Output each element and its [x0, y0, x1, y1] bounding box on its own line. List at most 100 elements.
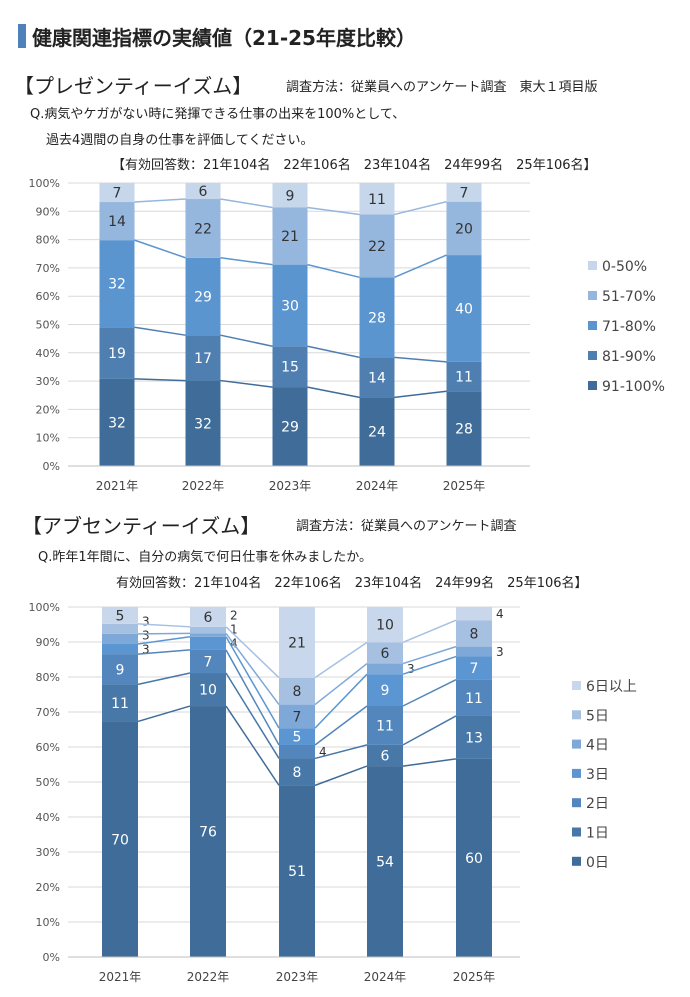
series-line	[137, 705, 191, 723]
data-label: 17	[194, 351, 212, 367]
series-line	[137, 623, 191, 628]
data-label: 54	[376, 855, 394, 871]
x-tick-label: 2023年	[276, 970, 319, 984]
series-line	[394, 254, 447, 279]
bar-segment	[190, 607, 226, 627]
legend-label: 91-100%	[602, 379, 665, 395]
data-label: 6	[199, 184, 208, 200]
x-tick-label: 2022年	[187, 970, 230, 984]
x-tick-label: 2025年	[443, 479, 486, 493]
y-tick-label: 50%	[36, 319, 60, 332]
data-label: 21	[281, 229, 299, 245]
bar-segment	[446, 361, 482, 392]
series-line	[314, 744, 368, 760]
bar-segment	[99, 240, 135, 328]
series-line	[402, 678, 457, 707]
series-line	[314, 641, 368, 679]
data-label: 7	[204, 655, 213, 671]
x-tick-label: 2024年	[364, 970, 407, 984]
y-tick-label: 60%	[36, 290, 60, 303]
bar-segment	[456, 715, 492, 759]
bar-segment	[367, 607, 403, 643]
series-line	[137, 672, 191, 686]
legend-label: 2日	[586, 796, 609, 812]
bar-segment	[99, 327, 135, 379]
y-tick-label: 10%	[36, 916, 60, 929]
data-label: 19	[108, 346, 126, 362]
data-label: 3	[407, 662, 415, 676]
series-line	[225, 636, 280, 729]
data-label: 5	[293, 730, 302, 746]
series-line	[314, 705, 368, 746]
bar-segment	[456, 646, 492, 657]
data-label: 15	[281, 360, 299, 376]
bar-segment	[185, 183, 221, 200]
series-line	[307, 206, 360, 216]
data-label: 21	[288, 635, 306, 651]
legend-label: 81-90%	[602, 349, 656, 365]
data-label: 40	[455, 302, 473, 318]
series-line	[394, 356, 447, 363]
data-label: 11	[465, 691, 483, 707]
bar-segment	[190, 673, 226, 707]
y-tick-label: 70%	[36, 262, 60, 275]
data-label: 9	[286, 188, 295, 204]
absenteeism-respondents: 有効回答数：21年104名 22年106名 23年104名 24年99名 25年…	[116, 576, 588, 591]
series-line	[402, 655, 457, 675]
x-tick-label: 2024年	[356, 479, 399, 493]
data-label: 2	[230, 609, 238, 623]
bar-segment	[367, 766, 403, 957]
bar-segment	[102, 684, 138, 722]
bar-segment	[456, 620, 492, 647]
data-label: 6	[381, 749, 390, 765]
bar-segment	[446, 183, 482, 202]
series-line	[307, 386, 360, 399]
legend-swatch	[588, 381, 597, 390]
bar-segment	[102, 633, 138, 645]
y-tick-label: 20%	[36, 403, 60, 416]
bar-segment	[185, 335, 221, 381]
data-label: 11	[376, 718, 394, 734]
bar-segment	[279, 785, 315, 957]
bar-segment	[102, 721, 138, 957]
series-line	[225, 626, 280, 679]
bar-segment	[185, 199, 221, 258]
data-label: 20	[455, 221, 473, 237]
presenteeism-heading: 【プレゼンティーイズム】	[14, 74, 253, 98]
data-label: 32	[108, 416, 126, 432]
legend-swatch	[588, 321, 597, 330]
data-label: 8	[293, 684, 302, 700]
bar-segment	[99, 202, 135, 241]
series-line	[225, 672, 280, 759]
data-label: 14	[108, 214, 126, 230]
bar-segment	[190, 633, 226, 637]
legend-swatch	[588, 261, 597, 270]
bar-segment	[367, 642, 403, 664]
data-label: 14	[368, 370, 386, 386]
bar-segment	[279, 758, 315, 786]
y-tick-label: 90%	[36, 205, 60, 218]
data-label: 29	[194, 290, 212, 306]
data-label: 22	[194, 221, 212, 237]
series-line	[402, 619, 457, 644]
bar-segment	[367, 705, 403, 745]
series-line	[394, 200, 447, 216]
series-line	[134, 378, 186, 382]
series-line	[394, 390, 447, 399]
presenteeism-method: 調査方法：従業員へのアンケート調査 東大１項目版	[286, 80, 598, 95]
x-tick-label: 2023年	[269, 479, 312, 493]
legend-swatch	[588, 291, 597, 300]
legend-label: 3日	[586, 767, 609, 783]
data-label: 1	[230, 623, 238, 637]
series-line	[220, 257, 273, 266]
bar-segment	[102, 654, 138, 685]
bar-segment	[367, 663, 403, 675]
bar-segment	[190, 626, 226, 634]
legend-label: 6日以上	[586, 679, 637, 695]
data-label: 70	[111, 832, 129, 848]
presenteeism-question-2: 過去4週間の自身の仕事を評価してください。	[46, 133, 314, 148]
legend-label: 51-70%	[602, 289, 656, 305]
y-tick-label: 80%	[36, 234, 60, 247]
bar-segment	[456, 607, 492, 621]
